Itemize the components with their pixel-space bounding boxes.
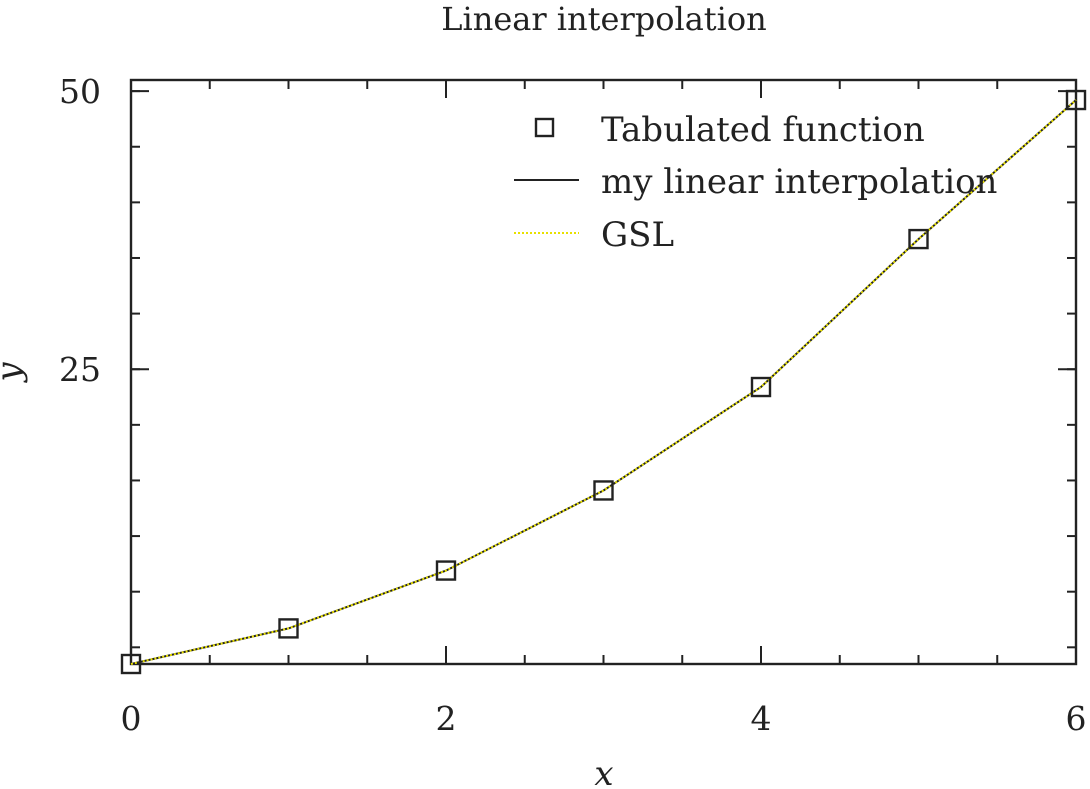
x-tick-label: 0 [121, 699, 142, 738]
legend-marker-tabulated-function [534, 117, 555, 138]
data-point-marker [750, 376, 772, 398]
y-tick-label: 50 [59, 72, 101, 111]
y-tick-label: 25 [59, 350, 101, 389]
chart-title: Linear interpolation [441, 0, 767, 38]
x-tick-label: 2 [436, 699, 457, 738]
data-point-marker [120, 653, 142, 675]
legend-label-tabulated-function: Tabulated function [601, 110, 925, 150]
series-line-gsl [130, 99, 1077, 665]
series-layer [120, 89, 1087, 675]
legend: Tabulated function my linear interpolati… [514, 110, 997, 255]
data-point-marker [908, 228, 929, 250]
data-point-marker [593, 480, 614, 501]
data-point-marker [1065, 89, 1087, 111]
x-tick-label: 6 [1066, 699, 1087, 738]
tick-labels: 0 2 4 6 25 50 [59, 72, 1087, 738]
data-point-marker [435, 560, 457, 581]
data-point-marker [278, 618, 299, 639]
y-axis-label: y [0, 362, 29, 384]
x-axis-label: x [594, 754, 613, 789]
x-tick-label: 4 [751, 699, 772, 738]
legend-label-my-linear-interpolation: my linear interpolation [601, 162, 997, 202]
legend-label-gsl: GSL [601, 215, 674, 255]
